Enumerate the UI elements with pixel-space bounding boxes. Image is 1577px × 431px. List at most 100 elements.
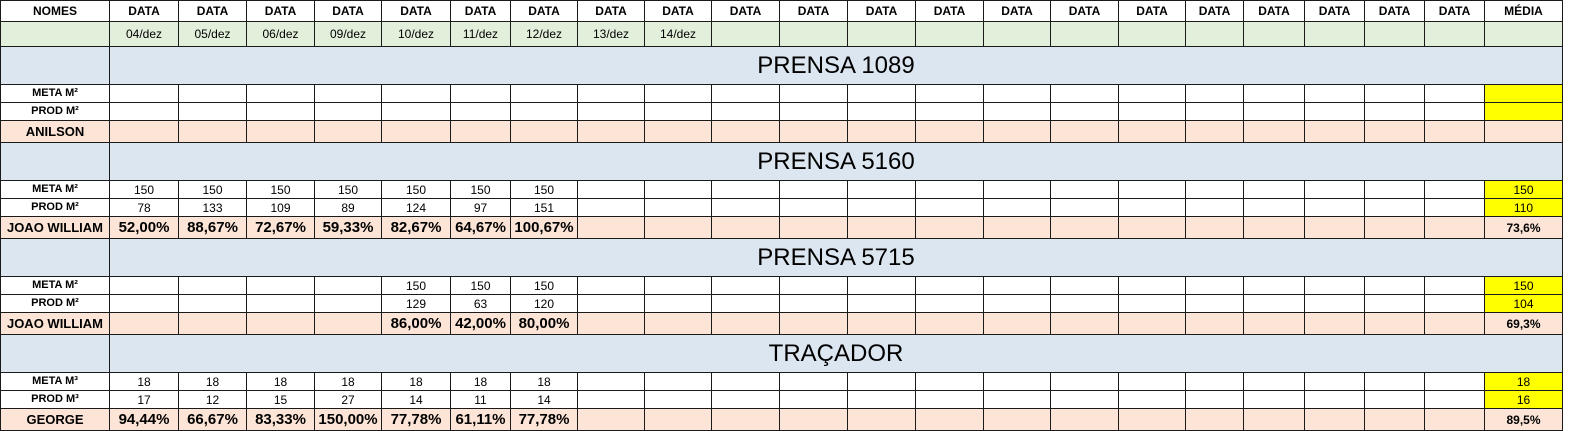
prod-value[interactable] [711,102,780,121]
prod-value[interactable]: 15 [246,390,315,409]
percent-value[interactable] [577,408,645,431]
header-date-label[interactable]: DATA [1050,0,1119,22]
prod-value[interactable]: 129 [381,294,451,313]
percent-value[interactable]: 77,78% [510,408,578,431]
percent-value[interactable] [847,120,916,143]
prod-average[interactable]: 110 [1484,198,1563,217]
meta-value[interactable] [314,276,382,295]
percent-value[interactable] [644,216,712,239]
meta-value[interactable] [1050,180,1119,199]
percent-value[interactable] [1364,312,1425,335]
percent-value[interactable] [1243,408,1305,431]
prod-value[interactable] [644,102,712,121]
prod-value[interactable] [847,198,916,217]
percent-value[interactable] [1243,312,1305,335]
meta-label[interactable]: META M² [0,84,110,103]
percent-value[interactable]: 82,67% [381,216,451,239]
prod-value[interactable] [1424,390,1485,409]
date-cell[interactable]: 12/dez [510,21,578,47]
prod-value[interactable] [381,102,451,121]
prod-value[interactable] [1243,198,1305,217]
operator-name[interactable]: GEORGE [0,408,110,431]
meta-value[interactable] [1243,372,1305,391]
meta-value[interactable] [109,84,179,103]
meta-value[interactable] [983,372,1051,391]
prod-value[interactable] [1304,390,1365,409]
percent-value[interactable]: 59,33% [314,216,382,239]
header-date-label[interactable]: DATA [711,0,780,22]
date-cell[interactable] [1304,21,1365,47]
header-date-label[interactable]: DATA [1364,0,1425,22]
prod-value[interactable] [1364,390,1425,409]
prod-value[interactable]: 124 [381,198,451,217]
section-title-blank[interactable] [0,142,110,181]
meta-value[interactable] [1243,180,1305,199]
percent-value[interactable] [1304,216,1365,239]
prod-label[interactable]: PROD M² [0,102,110,121]
prod-value[interactable] [1424,102,1485,121]
header-date-label[interactable]: DATA [314,0,382,22]
header-date-label[interactable]: DATA [983,0,1051,22]
prod-value[interactable] [109,294,179,313]
percent-value[interactable] [983,216,1051,239]
prod-value[interactable] [915,390,984,409]
meta-value[interactable] [1185,372,1244,391]
prod-value[interactable] [1243,294,1305,313]
meta-value[interactable] [381,84,451,103]
meta-value[interactable] [915,372,984,391]
meta-value[interactable] [915,180,984,199]
prod-value[interactable] [847,390,916,409]
meta-value[interactable] [1304,84,1365,103]
percent-value[interactable] [577,216,645,239]
percent-value[interactable]: 64,67% [450,216,511,239]
date-cell[interactable] [1364,21,1425,47]
meta-value[interactable] [644,276,712,295]
percent-value[interactable] [246,312,315,335]
meta-value[interactable] [779,276,848,295]
prod-label[interactable]: PROD M² [0,198,110,217]
percent-value[interactable] [577,120,645,143]
meta-value[interactable]: 150 [381,276,451,295]
prod-value[interactable] [779,102,848,121]
meta-value[interactable] [983,276,1051,295]
meta-value[interactable]: 18 [109,372,179,391]
prod-value[interactable]: 151 [510,198,578,217]
section-title[interactable]: PRENSA 5160 [109,142,1563,181]
prod-value[interactable] [1243,102,1305,121]
section-title-blank[interactable] [0,46,110,85]
percent-value[interactable]: 100,67% [510,216,578,239]
meta-value[interactable] [644,84,712,103]
percent-value[interactable] [644,408,712,431]
percent-value[interactable] [178,120,247,143]
meta-value[interactable] [847,372,916,391]
prod-value[interactable] [711,294,780,313]
percent-value[interactable] [644,120,712,143]
percent-value[interactable]: 72,67% [246,216,315,239]
percent-value[interactable] [577,312,645,335]
prod-value[interactable] [178,102,247,121]
percent-value[interactable] [314,312,382,335]
date-cell[interactable]: 04/dez [109,21,179,47]
meta-value[interactable] [1424,84,1485,103]
meta-value[interactable] [1185,84,1244,103]
percent-value[interactable] [1243,216,1305,239]
percent-value[interactable] [847,408,916,431]
meta-value[interactable] [711,180,780,199]
header-date-label[interactable]: DATA [779,0,848,22]
prod-value[interactable] [246,102,315,121]
prod-value[interactable] [1185,390,1244,409]
prod-value[interactable] [711,390,780,409]
percent-value[interactable] [1304,408,1365,431]
prod-value[interactable] [1304,198,1365,217]
header-date-label[interactable]: DATA [1243,0,1305,22]
header-date-label[interactable]: DATA [1304,0,1365,22]
percent-average[interactable] [1484,120,1563,143]
prod-value[interactable] [577,390,645,409]
header-date-label[interactable]: DATA [246,0,315,22]
prod-value[interactable] [314,294,382,313]
prod-value[interactable] [1304,102,1365,121]
prod-average[interactable]: 16 [1484,390,1563,409]
percent-value[interactable] [983,120,1051,143]
meta-value[interactable]: 150 [450,276,511,295]
meta-label[interactable]: META M² [0,180,110,199]
